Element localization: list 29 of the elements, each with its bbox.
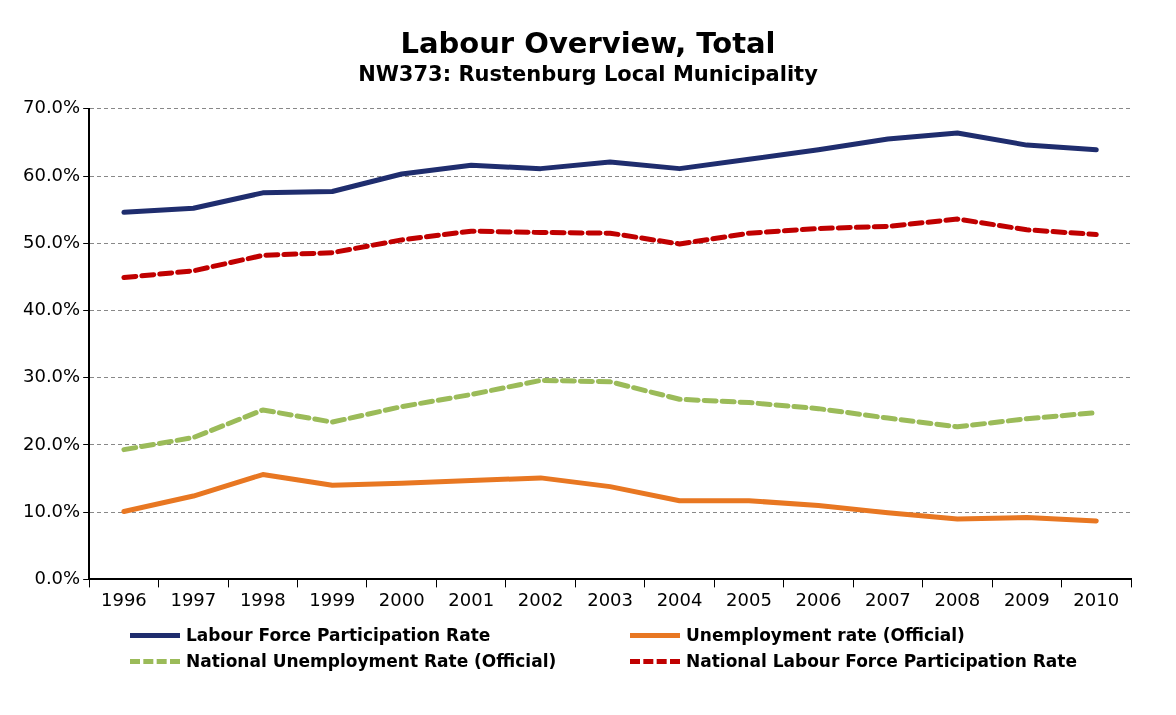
legend-label: Labour Force Participation Rate bbox=[186, 625, 491, 645]
x-tick-label: 2010 bbox=[1073, 588, 1120, 610]
y-tick-label: 0.0% bbox=[34, 567, 81, 589]
y-tick-label: 20.0% bbox=[22, 432, 81, 454]
x-tick-label: 2001 bbox=[448, 588, 495, 610]
x-tick-label: 2009 bbox=[1003, 588, 1050, 610]
legend-label: National Labour Force Participation Rate bbox=[686, 651, 1077, 671]
x-tick-label: 1998 bbox=[239, 588, 286, 610]
legend-label: Unemployment rate (Official) bbox=[686, 625, 965, 645]
x-tick-label: 1999 bbox=[309, 588, 356, 610]
y-tick-label: 70.0% bbox=[22, 96, 81, 118]
y-tick-label: 60.0% bbox=[22, 163, 81, 185]
y-tick-label: 50.0% bbox=[22, 230, 81, 252]
x-tick-label: 2006 bbox=[795, 588, 842, 610]
y-tick-label: 30.0% bbox=[22, 365, 81, 387]
legend-label: National Unemployment Rate (Official) bbox=[186, 651, 557, 671]
x-tick-label: 1996 bbox=[101, 588, 147, 610]
x-tick-label: 2007 bbox=[865, 588, 911, 610]
x-tick-label: 2002 bbox=[517, 588, 564, 610]
chart-subtitle: NW373: Rustenburg Local Municipality bbox=[357, 62, 819, 86]
x-tick-label: 2003 bbox=[587, 588, 633, 610]
y-tick-label: 10.0% bbox=[22, 499, 81, 521]
chart-title: Labour Overview, Total bbox=[399, 26, 777, 60]
y-tick-label: 40.0% bbox=[22, 298, 81, 320]
x-tick-label: 2004 bbox=[656, 588, 703, 610]
x-tick-label: 2000 bbox=[378, 588, 425, 610]
x-tick-label: 2005 bbox=[726, 588, 772, 610]
x-tick-label: 1997 bbox=[170, 588, 217, 610]
x-tick-label: 2008 bbox=[934, 588, 981, 610]
